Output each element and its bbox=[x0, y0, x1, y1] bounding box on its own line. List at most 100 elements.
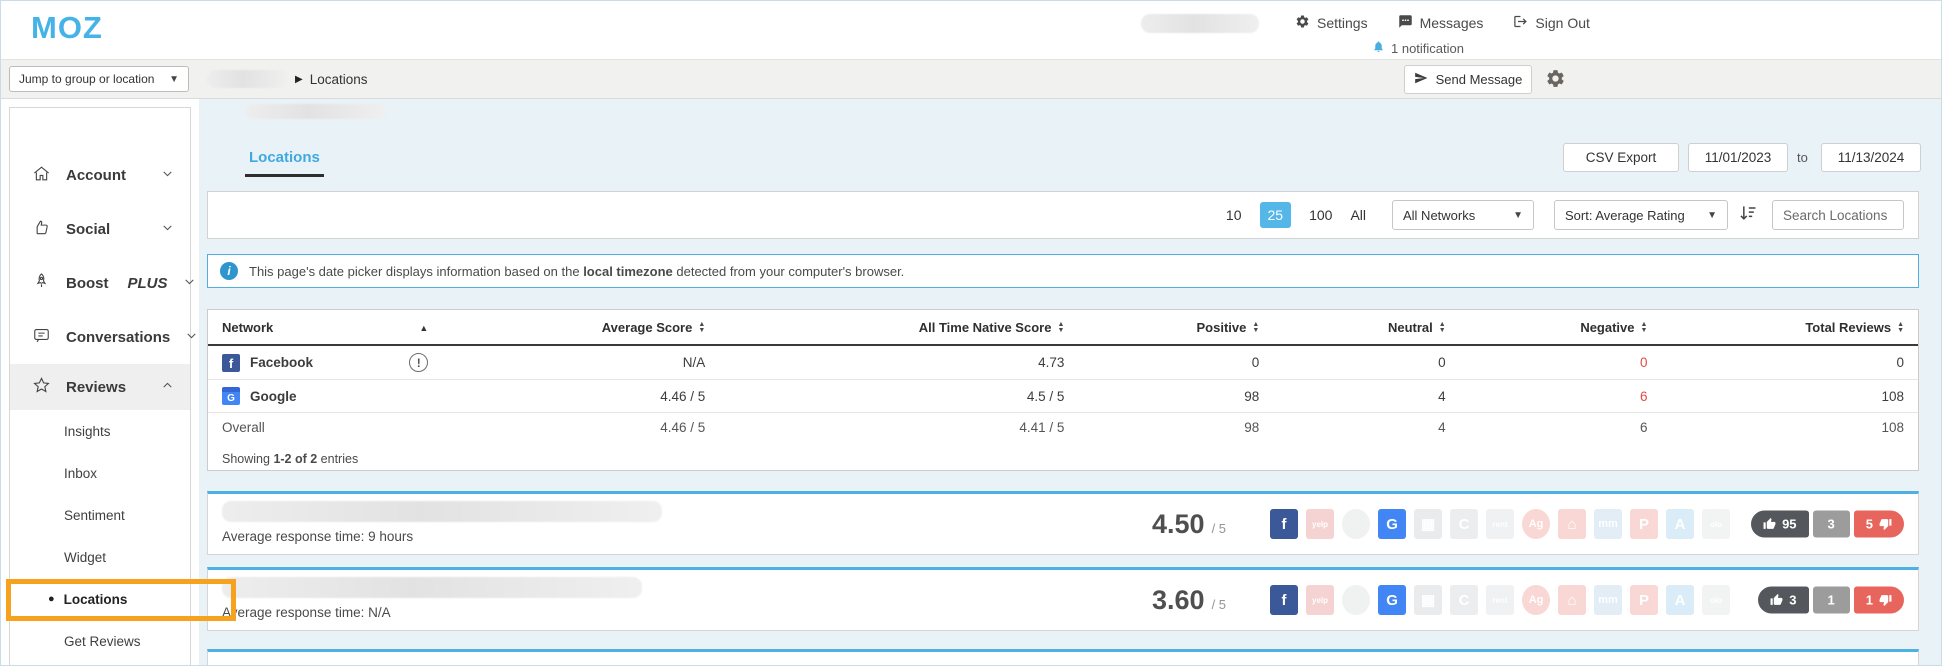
network-icon-pinwheel[interactable]: C bbox=[1450, 585, 1479, 615]
table-entries-summary: Showing 1-2 of 2 entries bbox=[222, 452, 359, 466]
sidebar-item-account[interactable]: Account bbox=[10, 148, 190, 202]
network-icon-angi[interactable]: Ag bbox=[1522, 585, 1551, 615]
rating-out-of: / 5 bbox=[1211, 520, 1227, 536]
page-size-10[interactable]: 10 bbox=[1225, 207, 1242, 223]
column-header-average-score[interactable]: Average Score ▲ ▼ bbox=[442, 310, 720, 346]
network-icon-building[interactable]: ▦ bbox=[1414, 585, 1443, 615]
date-from-input[interactable]: 11/01/2023 bbox=[1688, 143, 1788, 172]
breadcrumb: ▶ Locations bbox=[295, 72, 368, 87]
sidebar-item-boost[interactable]: Boost PLUS bbox=[10, 256, 194, 310]
page-size-100[interactable]: 100 bbox=[1309, 207, 1333, 223]
sign-out-link[interactable]: Sign Out bbox=[1513, 14, 1590, 32]
network-icon-olo[interactable]: olo bbox=[1702, 509, 1731, 539]
network-icon-olo[interactable]: olo bbox=[1702, 585, 1731, 615]
sidebar-item-social[interactable]: Social bbox=[10, 202, 190, 256]
jump-to-location-select[interactable]: Jump to group or location ▼ bbox=[9, 66, 189, 92]
search-locations-input[interactable] bbox=[1772, 200, 1904, 230]
network-filter-select[interactable]: All Networks ▼ bbox=[1392, 200, 1534, 230]
column-header-neutral[interactable]: Neutral ▲ ▼ bbox=[1273, 310, 1460, 346]
redacted-location-name[interactable] bbox=[222, 501, 662, 522]
average-rating-value: 4.50 bbox=[1152, 508, 1205, 539]
location-card: Average response time: 9 hours 4.50 / 5 … bbox=[207, 491, 1919, 555]
settings-label: Settings bbox=[1317, 15, 1368, 31]
negative-reviews-pill[interactable]: 1 bbox=[1853, 586, 1904, 614]
sidebar-item-locations[interactable]: ● Locations bbox=[10, 578, 190, 620]
network-icon-circle[interactable] bbox=[1342, 585, 1371, 615]
location-card: Average response time: N/A 3.60 / 5 f yel… bbox=[207, 567, 1919, 631]
network-icon-facebook[interactable]: f bbox=[1270, 509, 1299, 539]
send-message-button[interactable]: Send Message bbox=[1404, 65, 1532, 94]
sidebar-label-boost-plus: PLUS bbox=[127, 274, 168, 292]
info-banner-text: This page's date picker displays informa… bbox=[249, 263, 905, 279]
network-icon-rent-com[interactable]: rent bbox=[1486, 585, 1515, 615]
chevron-down-icon: ▼ bbox=[1707, 209, 1717, 221]
network-icon-pinwheel[interactable]: C bbox=[1450, 509, 1479, 539]
network-icon-circle[interactable] bbox=[1342, 509, 1371, 539]
sidebar-item-conversations[interactable]: Conversations bbox=[10, 310, 196, 364]
network-icon-google[interactable]: G bbox=[1378, 585, 1407, 615]
column-header-negative[interactable]: Negative ▲ ▼ bbox=[1459, 310, 1662, 346]
settings-link[interactable]: Settings bbox=[1295, 14, 1368, 32]
network-icon-yelp[interactable]: yelp bbox=[1306, 585, 1335, 615]
sidebar-item-sentiment[interactable]: Sentiment bbox=[64, 507, 125, 523]
network-icon-mm[interactable]: mm bbox=[1594, 585, 1623, 615]
neutral-reviews-pill[interactable]: 1 bbox=[1812, 586, 1850, 614]
network-icon-p-network[interactable]: P bbox=[1630, 585, 1659, 615]
paper-plane-icon bbox=[1414, 71, 1428, 88]
network-icon-angi[interactable]: Ag bbox=[1522, 509, 1551, 539]
warning-badge-icon[interactable]: ! bbox=[409, 353, 429, 372]
messages-link[interactable]: Messages bbox=[1398, 14, 1483, 32]
page-size-25[interactable]: 25 bbox=[1259, 202, 1292, 228]
tab-locations[interactable]: Locations bbox=[245, 149, 324, 177]
date-to-input[interactable]: 11/13/2024 bbox=[1821, 143, 1921, 172]
network-summary-table: Network ▲ Average Score ▲ ▼ All Time Native… bbox=[208, 310, 1918, 442]
chevron-down-icon bbox=[183, 275, 196, 292]
page-size-all[interactable]: All bbox=[1350, 207, 1366, 223]
review-count-pills: 3 1 1 bbox=[1758, 586, 1904, 614]
moz-logo[interactable]: MOZ bbox=[31, 10, 103, 45]
network-icon-app-store[interactable]: A bbox=[1666, 585, 1695, 615]
sidebar-item-inbox[interactable]: Inbox bbox=[64, 465, 98, 481]
sign-out-icon bbox=[1513, 14, 1528, 32]
network-icon-hotpads[interactable]: ⌂ bbox=[1558, 585, 1587, 615]
redacted-location-name[interactable] bbox=[222, 577, 642, 598]
sidebar-label-social: Social bbox=[66, 220, 111, 238]
info-icon: i bbox=[220, 262, 238, 280]
sidebar-item-get-reviews[interactable]: Get Reviews bbox=[64, 633, 141, 649]
sidebar-item-reviews[interactable]: Reviews bbox=[10, 364, 190, 410]
positive-reviews-pill[interactable]: 3 bbox=[1758, 586, 1809, 614]
neutral-reviews-pill[interactable]: 3 bbox=[1812, 510, 1850, 538]
list-toolbar: 10 25 100 All All Networks ▼ Sort: Avera… bbox=[207, 191, 1919, 239]
sign-out-label: Sign Out bbox=[1535, 15, 1590, 31]
network-icon-rent-com[interactable]: rent bbox=[1486, 509, 1515, 539]
network-icon-building[interactable]: ▦ bbox=[1414, 509, 1443, 539]
network-icon-facebook[interactable]: f bbox=[1270, 585, 1299, 615]
sort-direction-icon[interactable] bbox=[1738, 203, 1758, 228]
negative-reviews-pill[interactable]: 5 bbox=[1853, 510, 1904, 538]
page-settings-gear-icon[interactable] bbox=[1545, 68, 1566, 94]
redacted-breadcrumb-parent bbox=[207, 70, 287, 88]
sort-both-icon: ▲ ▼ bbox=[1438, 320, 1446, 334]
sidebar-item-insights[interactable]: Insights bbox=[64, 423, 111, 439]
csv-export-button[interactable]: CSV Export bbox=[1563, 143, 1679, 172]
positive-reviews-pill[interactable]: 95 bbox=[1751, 510, 1809, 538]
sort-select[interactable]: Sort: Average Rating ▼ bbox=[1554, 200, 1728, 230]
column-header-positive[interactable]: Positive ▲ ▼ bbox=[1078, 310, 1274, 346]
network-icon-p-network[interactable]: P bbox=[1630, 509, 1659, 539]
location-card-partial bbox=[207, 649, 1919, 665]
column-header-native-score[interactable]: All Time Native Score ▲ ▼ bbox=[719, 310, 1079, 346]
notification-link[interactable]: 1 notification bbox=[1372, 40, 1464, 56]
network-icon-hotpads[interactable]: ⌂ bbox=[1558, 509, 1587, 539]
network-icon-mm[interactable]: mm bbox=[1594, 509, 1623, 539]
column-header-total-reviews[interactable]: Total Reviews ▲ ▼ bbox=[1661, 310, 1918, 346]
sidebar-item-widget[interactable]: Widget bbox=[64, 549, 107, 565]
network-icon-app-store[interactable]: A bbox=[1666, 509, 1695, 539]
average-response-time: Average response time: 9 hours bbox=[222, 529, 414, 544]
network-icon-google[interactable]: G bbox=[1378, 509, 1407, 539]
facebook-icon: f bbox=[222, 353, 240, 372]
active-bullet-icon: ● bbox=[48, 593, 55, 605]
google-icon: G bbox=[222, 387, 240, 405]
column-header-network[interactable]: Network ▲ bbox=[208, 310, 443, 346]
sort-both-icon: ▲ ▼ bbox=[698, 320, 706, 334]
network-icon-yelp[interactable]: yelp bbox=[1306, 509, 1335, 539]
